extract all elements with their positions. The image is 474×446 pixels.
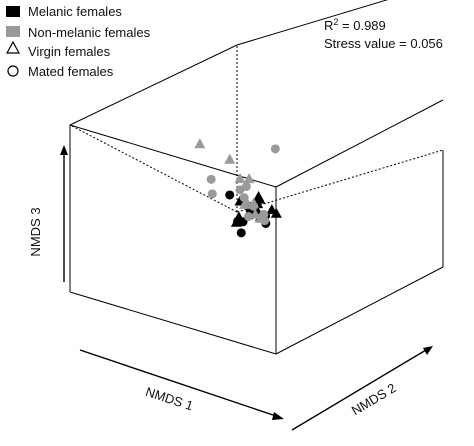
axis-arrows [60, 145, 433, 431]
legend: Melanic females Non-melanic females Virg… [5, 4, 151, 79]
stress-value-label: Stress value = 0.056 [324, 36, 443, 51]
nmds1-axis-arrow [79, 349, 277, 417]
non-melanic-virgin-point [194, 138, 206, 149]
legend-swatch-melanic [6, 6, 20, 17]
r-squared-superscript: 2 [333, 17, 338, 27]
non-melanic-mated-point [206, 174, 216, 184]
non-melanic-mated-point [256, 212, 266, 222]
stats-annotation: R2 = 0.989 Stress value = 0.056 [324, 17, 443, 51]
legend-label-melanic: Melanic females [28, 4, 122, 19]
non-melanic-virgin-point [243, 173, 255, 184]
non-melanic-mated-point [207, 189, 217, 199]
nmds2-arrowhead [423, 346, 433, 355]
non-melanic-mated-point [270, 144, 280, 154]
legend-circle-icon [7, 65, 19, 77]
legend-label-non-melanic: Non-melanic females [28, 25, 151, 40]
nmds2-axis-arrow [291, 349, 427, 431]
nmds1-arrowhead [272, 412, 284, 420]
box-hidden-edge [236, 149, 444, 213]
non-melanic-mated-point [249, 201, 259, 211]
r-squared-prefix: R [324, 18, 333, 33]
non-melanic-virgin-point [239, 198, 251, 209]
melanic-mated-point [225, 190, 235, 200]
non-melanic-virgin-point [234, 172, 246, 183]
non-melanic-mated-point [239, 193, 249, 203]
box-edge [69, 0, 389, 126]
axis-label-nmds3: NMDS 3 [28, 207, 43, 256]
box-edge [69, 291, 277, 355]
box-hidden-edge [69, 124, 238, 213]
plot-box [69, 0, 444, 355]
axis-label-nmds2: NMDS 2 [349, 380, 399, 418]
non-melanic-mated-point [243, 212, 253, 222]
box-edge [275, 266, 444, 355]
melanic-mated-point [236, 228, 246, 238]
non-melanic-virgin-point [224, 153, 236, 164]
nmds3-arrowhead [60, 145, 68, 155]
melanic-mated-point [233, 216, 243, 226]
data-points [194, 138, 282, 238]
legend-label-virgin: Virgin females [28, 44, 111, 59]
non-melanic-mated-point [241, 182, 251, 192]
melanic-virgin-point [270, 207, 282, 218]
legend-triangle-icon [5, 40, 21, 54]
box-edge [69, 124, 277, 188]
axis-label-nmds1: NMDS 1 [144, 384, 195, 413]
legend-label-mated: Mated females [28, 64, 114, 79]
box-edge [275, 99, 444, 188]
legend-swatch-non-melanic [6, 26, 20, 37]
r-squared-label: R2 = 0.989 [324, 17, 386, 33]
r-squared-value: = 0.989 [338, 18, 385, 33]
